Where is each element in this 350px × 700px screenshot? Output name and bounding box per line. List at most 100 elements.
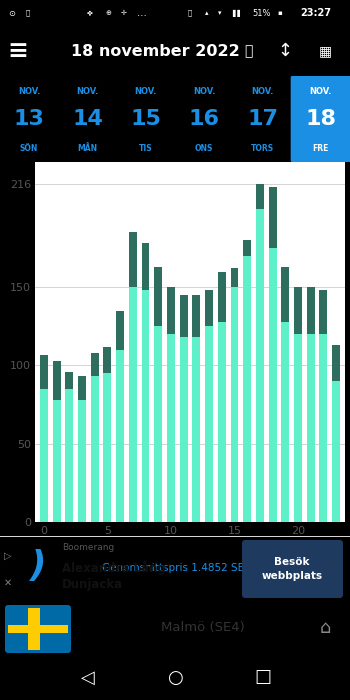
Bar xyxy=(332,345,340,381)
Text: 18 november 2022: 18 november 2022 xyxy=(71,43,239,59)
FancyBboxPatch shape xyxy=(290,75,350,163)
Text: □: □ xyxy=(254,668,271,687)
Bar xyxy=(218,272,226,322)
Text: NOV.: NOV. xyxy=(193,87,215,96)
Text: TIS: TIS xyxy=(139,144,153,153)
Bar xyxy=(167,287,175,334)
Bar xyxy=(320,290,327,334)
Bar xyxy=(180,295,188,337)
Bar xyxy=(91,353,99,522)
Text: SÖN: SÖN xyxy=(20,144,38,153)
Text: Malmö (SE4): Malmö (SE4) xyxy=(161,622,245,634)
Text: NOV.: NOV. xyxy=(310,87,332,96)
Text: ◁: ◁ xyxy=(80,668,94,687)
Text: NOV.: NOV. xyxy=(251,87,274,96)
Text: ✕: ✕ xyxy=(4,578,12,587)
Text: Boomerang: Boomerang xyxy=(62,542,114,552)
Bar xyxy=(193,295,200,522)
Text: …: … xyxy=(137,8,147,18)
Text: 18: 18 xyxy=(305,109,336,129)
Text: ▦: ▦ xyxy=(318,44,331,58)
Text: ⌂: ⌂ xyxy=(320,619,331,637)
Text: ⏰: ⏰ xyxy=(26,10,30,16)
Text: NOV.: NOV. xyxy=(18,87,40,96)
Text: TORS: TORS xyxy=(251,144,274,153)
Text: 14: 14 xyxy=(72,109,103,129)
Bar xyxy=(294,287,302,522)
Bar xyxy=(218,272,226,522)
Bar xyxy=(269,187,276,522)
Bar xyxy=(65,372,73,522)
Text: Alexandra Lång
Dunjacka: Alexandra Lång Dunjacka xyxy=(62,561,166,591)
Bar xyxy=(154,267,162,326)
Bar xyxy=(231,268,238,522)
Bar xyxy=(167,287,175,522)
Bar xyxy=(52,360,61,522)
Bar xyxy=(269,187,276,248)
Text: 51%: 51% xyxy=(253,8,271,18)
Bar xyxy=(320,290,327,522)
Text: ⊕: ⊕ xyxy=(105,10,111,16)
Bar xyxy=(256,184,264,522)
Text: FRE: FRE xyxy=(313,144,329,153)
Bar xyxy=(129,232,137,522)
Bar xyxy=(294,287,302,334)
Bar xyxy=(231,268,238,287)
Bar xyxy=(116,311,124,522)
Text: ⊙: ⊙ xyxy=(8,8,15,18)
Bar xyxy=(116,311,124,350)
Bar xyxy=(281,267,289,322)
Bar xyxy=(243,240,251,522)
Text: ▪: ▪ xyxy=(278,10,282,16)
Bar xyxy=(28,608,40,650)
Text: NOV.: NOV. xyxy=(76,87,99,96)
Text: ▾: ▾ xyxy=(218,10,222,16)
Text: ○: ○ xyxy=(167,668,183,687)
Text: ⏰: ⏰ xyxy=(188,10,192,16)
Text: 23:27: 23:27 xyxy=(301,8,331,18)
Bar xyxy=(78,377,86,400)
Text: ✛: ✛ xyxy=(121,10,127,16)
Bar xyxy=(8,625,68,634)
Bar xyxy=(281,267,289,522)
Text: ↕: ↕ xyxy=(278,42,293,60)
Bar xyxy=(154,267,162,522)
FancyBboxPatch shape xyxy=(5,605,71,653)
Bar xyxy=(142,244,149,522)
Bar xyxy=(332,345,340,522)
Bar xyxy=(91,353,99,377)
Bar xyxy=(52,360,61,400)
Bar xyxy=(205,290,213,326)
Text: ▌▌: ▌▌ xyxy=(232,9,242,17)
Bar xyxy=(104,346,111,522)
Text: ≡: ≡ xyxy=(7,39,28,63)
Text: Ⓢ: Ⓢ xyxy=(244,44,252,58)
Text: 16: 16 xyxy=(189,109,220,129)
Text: 15: 15 xyxy=(131,109,161,129)
Bar xyxy=(180,295,188,522)
Text: 17: 17 xyxy=(247,109,278,129)
Text: Besök
webbplats: Besök webbplats xyxy=(261,557,323,580)
Bar xyxy=(40,354,48,522)
FancyBboxPatch shape xyxy=(242,540,343,598)
Bar xyxy=(205,290,213,522)
Bar xyxy=(40,354,48,389)
Text: ▴: ▴ xyxy=(205,10,209,16)
Bar xyxy=(129,232,137,287)
Bar xyxy=(256,184,264,209)
Bar xyxy=(307,287,315,334)
Bar xyxy=(78,377,86,522)
Text: ✤: ✤ xyxy=(87,10,93,16)
Bar xyxy=(243,240,251,256)
Bar xyxy=(193,295,200,337)
Text: NOV.: NOV. xyxy=(135,87,157,96)
Text: ): ) xyxy=(30,549,46,582)
Bar xyxy=(307,287,315,522)
Text: Genomsnittspris 1.4852 SEK/kWh: Genomsnittspris 1.4852 SEK/kWh xyxy=(102,564,278,573)
Bar xyxy=(142,244,149,290)
Bar xyxy=(65,372,73,389)
Text: 13: 13 xyxy=(14,109,44,129)
Text: ONS: ONS xyxy=(195,144,214,153)
Text: ▷: ▷ xyxy=(4,550,12,561)
Text: MÅN: MÅN xyxy=(77,144,98,153)
